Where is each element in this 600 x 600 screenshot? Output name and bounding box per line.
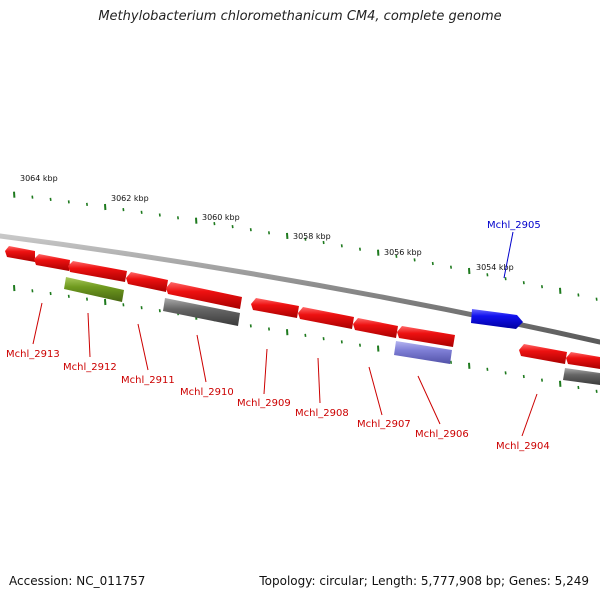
feature-block-olive[interactable] [64,277,124,302]
inner-scale-ticks [13,285,598,393]
gene-arrow-mchl-2910[interactable] [126,272,168,292]
feature-block-lavender[interactable] [394,341,452,364]
gene-arrow-mchl-2911[interactable] [68,261,127,282]
leader-line-2904 [521,393,538,437]
kbp-label-3056: 3056 kbp [384,248,422,257]
kbp-label-3062: 3062 kbp [111,194,149,203]
leader-line-2908 [317,357,321,404]
gene-label-mchl-2907[interactable]: Mchl_2907 [357,419,411,430]
gene-label-mchl-2908[interactable]: Mchl_2908 [295,408,349,419]
accession-text: Accession: NC_011757 [9,574,146,588]
leader-line-2912 [87,312,91,358]
feature-blocks [64,277,600,385]
gene-arrow-mchl-2913[interactable] [5,246,35,262]
gene-label-mchl-2911[interactable]: Mchl_2911 [121,375,175,386]
gene-arrow-mchl-2908[interactable] [251,298,299,318]
leader-line-2905 [503,231,514,279]
label-leader-lines [32,231,538,437]
leader-line-2906 [417,375,441,425]
gene-arrow-mchl-2904[interactable] [519,344,567,364]
leader-line-2909 [263,348,268,395]
gene-label-mchl-2904[interactable]: Mchl_2904 [496,441,550,452]
leader-line-2910 [196,334,207,383]
feature-block-gray-1[interactable] [163,298,240,326]
gene-label-mchl-2906[interactable]: Mchl_2906 [415,429,469,440]
gene-label-mchl-2905[interactable]: Mchl_2905 [487,220,541,231]
leader-line-2907 [368,366,383,416]
gene-arrow-mchl-2907[interactable] [298,307,354,329]
genome-summary-text: Topology: circular; Length: 5,777,908 bp… [259,574,589,588]
kbp-label-3060: 3060 kbp [202,213,240,222]
leader-line-2913 [32,302,43,345]
kbp-label-3054: 3054 kbp [476,263,514,272]
gene-arrow-mchl-2905[interactable] [471,309,523,329]
gene-arrow-mchl-2912[interactable] [34,254,70,271]
leader-line-2911 [137,323,149,371]
kbp-label-3058: 3058 kbp [293,232,331,241]
kbp-label-3064: 3064 kbp [20,174,58,183]
forward-strand-genes [471,309,523,329]
gene-label-mchl-2910[interactable]: Mchl_2910 [180,387,234,398]
feature-block-gray-2[interactable] [563,368,600,385]
gene-arrow-mchl-2909[interactable] [166,282,242,309]
map-title: Methylobacterium chloromethanicum CM4, c… [98,9,502,24]
gene-label-mchl-2912[interactable]: Mchl_2912 [63,362,117,373]
gene-labels: Mchl_2913 Mchl_2912 Mchl_2911 Mchl_2910 … [6,220,550,452]
outer-scale-ticks [13,191,598,301]
gene-label-mchl-2909[interactable]: Mchl_2909 [237,398,291,409]
kbp-labels: 3064 kbp 3062 kbp 3060 kbp 3058 kbp 3056… [20,174,514,272]
reverse-strand-genes [5,246,600,369]
gene-arrow-mchl-2906[interactable] [353,318,398,338]
gene-arrow-mchl-2903[interactable] [566,352,600,369]
gene-label-mchl-2913[interactable]: Mchl_2913 [6,349,60,360]
gene-arrow-mchl-2906b[interactable] [397,326,455,347]
